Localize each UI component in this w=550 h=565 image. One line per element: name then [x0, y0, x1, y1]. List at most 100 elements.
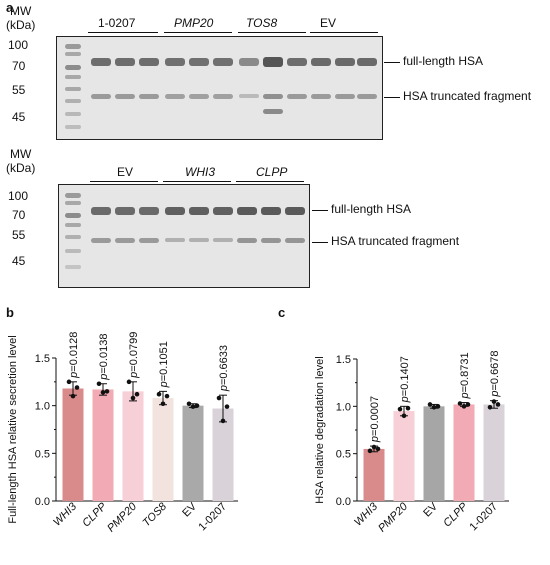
fragment-band — [115, 238, 135, 243]
full-length-band — [115, 207, 135, 215]
full-length-band — [165, 58, 185, 66]
data-point — [435, 404, 441, 409]
full-length-band — [287, 58, 307, 66]
data-point — [495, 402, 501, 407]
gel-a-marker-45: 45 — [12, 110, 26, 124]
p-value: =0.1051 — [158, 341, 170, 381]
fragment-band — [357, 94, 377, 99]
gel-a-mw-label: MW — [10, 4, 32, 18]
fragment-band — [91, 94, 111, 99]
data-point — [375, 446, 381, 452]
fragment-band — [91, 238, 111, 243]
gel-a-group-bracket — [310, 32, 378, 33]
fragment-band — [139, 238, 159, 243]
gel-a-marker-70: 70 — [12, 59, 26, 73]
ladder-band — [65, 223, 81, 227]
category-label: WHI3 — [352, 500, 381, 529]
bar — [182, 405, 204, 501]
gel-a-marker-100: 100 — [8, 38, 29, 52]
fragment-band — [261, 238, 281, 243]
gel-a-image — [56, 36, 383, 140]
ladder-band — [65, 99, 81, 103]
ladder-band — [65, 265, 81, 269]
gel-b-mw-label: MW — [10, 147, 32, 161]
panel-label-b: b — [6, 305, 14, 320]
y-tick-label: 0.5 — [35, 448, 50, 460]
gel-b-group-label: WHI3 — [185, 165, 215, 179]
gel-a-group-label: TOS8 — [246, 16, 278, 30]
full-length-band — [139, 207, 159, 215]
p-symbol: p — [369, 436, 381, 443]
gel-a-fulllength-label: full-length HSA — [403, 54, 484, 68]
fragment-band — [263, 94, 283, 99]
ladder-band — [65, 65, 81, 70]
bar — [212, 408, 234, 501]
gel-b-marker-55: 55 — [12, 228, 26, 242]
p-value-annotation: p=0.0007 — [369, 396, 381, 443]
p-value-annotation: p=0.6678 — [489, 350, 501, 397]
gel-b-fulllength-label: full-length HSA — [331, 202, 412, 216]
y-tick-label: 0.0 — [35, 496, 50, 508]
data-point — [186, 401, 192, 407]
gel-a-fragment-pointer — [384, 97, 400, 98]
data-point — [96, 381, 102, 387]
gel-a-group-label: 1-0207 — [98, 16, 136, 30]
category-label: EV — [421, 500, 440, 519]
gel-b-marker-70: 70 — [12, 208, 26, 222]
full-length-band — [285, 207, 305, 215]
p-symbol: p — [158, 381, 170, 388]
data-point — [461, 404, 467, 409]
p-symbol: p — [459, 392, 471, 399]
data-point — [190, 404, 196, 409]
data-point — [130, 395, 136, 401]
panel-label-a: a — [6, 0, 14, 15]
y-tick-label: 1.5 — [35, 353, 50, 365]
full-length-band — [263, 57, 283, 67]
data-point — [367, 448, 373, 454]
category-label: EV — [180, 500, 199, 519]
full-length-band — [189, 207, 209, 215]
fragment-band — [263, 109, 283, 114]
full-length-band — [239, 58, 259, 66]
category-label: 1-0207 — [467, 501, 500, 534]
gel-a-fulllength-pointer — [384, 62, 400, 63]
p-value-annotation: p=0.0128 — [68, 332, 80, 379]
fragment-band — [189, 94, 209, 99]
category-label: CLPP — [441, 500, 470, 529]
data-point — [224, 404, 230, 409]
p-value-annotation: p=0.0799 — [128, 332, 140, 379]
bar — [122, 391, 144, 501]
gel-b-group-label: CLPP — [256, 165, 288, 179]
p-value: =0.6633 — [218, 345, 230, 385]
category-label: PMP20 — [376, 500, 411, 535]
ladder-band — [65, 52, 81, 56]
fragment-band — [335, 94, 355, 99]
ladder-band — [65, 125, 81, 129]
data-point — [66, 379, 72, 385]
data-point — [164, 393, 170, 399]
p-value: =0.0007 — [369, 396, 381, 436]
category-label: 1-0207 — [196, 501, 229, 534]
data-point — [194, 403, 200, 408]
data-point — [160, 401, 166, 407]
full-length-band — [189, 58, 209, 66]
p-value-annotation: p=0.6633 — [218, 345, 230, 392]
fragment-band — [213, 238, 233, 242]
fragment-band — [189, 238, 209, 242]
p-symbol: p — [489, 391, 501, 398]
p-value: =0.8731 — [459, 352, 471, 392]
y-tick-label: 0.5 — [336, 449, 351, 461]
ladder-band — [65, 75, 81, 79]
fragment-band — [165, 238, 185, 242]
gel-b-fragment-label: HSA truncated fragment — [331, 234, 460, 248]
data-point — [431, 404, 437, 410]
fragment-band — [115, 94, 135, 99]
gel-b-fulllength-pointer — [312, 210, 328, 211]
bar — [423, 406, 445, 501]
y-tick-label: 0.0 — [336, 496, 351, 508]
fragment-band — [287, 94, 307, 99]
ladder-band — [65, 235, 81, 239]
data-point — [220, 418, 226, 424]
p-symbol: p — [218, 385, 230, 392]
p-symbol: p — [399, 396, 411, 403]
